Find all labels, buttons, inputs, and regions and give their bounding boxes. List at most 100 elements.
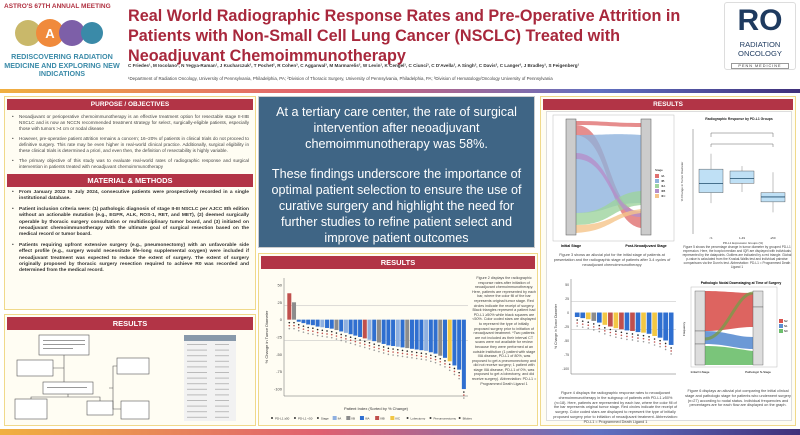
legend-label: IIA <box>338 417 342 421</box>
marker <box>340 339 342 342</box>
marker <box>576 322 578 324</box>
marker <box>392 354 394 356</box>
legend-marker <box>406 417 409 419</box>
marker <box>363 346 366 349</box>
table-cell <box>215 400 229 401</box>
legend-label: N1 <box>784 324 788 328</box>
table-cell <box>187 411 207 413</box>
stratum-pathologic <box>752 290 764 308</box>
marker <box>396 351 399 354</box>
marker <box>587 327 590 330</box>
figure-5-boxplot: Radiographic Response by PD-L1 Groups % C… <box>680 117 786 245</box>
bar <box>400 319 405 348</box>
ro-line3: PENN MEDICINE <box>731 63 789 69</box>
ro-mark: RO <box>737 4 783 37</box>
bar <box>646 312 652 334</box>
flow <box>576 153 641 218</box>
bar <box>663 312 668 341</box>
bar <box>405 319 410 349</box>
marker <box>406 353 409 355</box>
marker <box>448 369 451 372</box>
x-tick-label: ≥50 <box>771 236 776 240</box>
marker <box>615 330 617 332</box>
figure-4-waterfall: 50 25 0 -25 -50 -75 -100 % Change in Tumor Diam… <box>554 279 676 375</box>
marker <box>659 345 661 348</box>
marker <box>604 333 606 335</box>
legend-label: IIB <box>661 179 665 183</box>
legend-swatch <box>655 184 659 188</box>
marker <box>411 351 413 353</box>
table-cell <box>215 411 229 413</box>
bar <box>624 312 630 331</box>
marker <box>609 334 612 337</box>
marker <box>349 342 352 345</box>
marker <box>382 352 385 354</box>
marker <box>363 343 366 346</box>
bar <box>635 312 641 333</box>
legend-label: PD-L1 ≥50 <box>275 417 290 421</box>
marker <box>321 335 324 338</box>
marker <box>330 336 333 339</box>
chart-title: Radiographic Response by PD-L1 Groups <box>705 117 773 121</box>
marker <box>349 336 352 339</box>
bar <box>619 312 624 330</box>
marker <box>297 323 300 326</box>
legend-label: IIIC <box>661 194 665 198</box>
marker <box>664 348 667 351</box>
conclusion-box: At a tertiary care center, the rate of s… <box>258 96 535 248</box>
bar <box>438 319 443 356</box>
table-cell <box>187 349 207 351</box>
marker <box>598 324 601 327</box>
flow <box>576 121 641 127</box>
bar <box>395 319 400 347</box>
marker <box>368 344 371 347</box>
stratum-initial <box>565 118 577 236</box>
marker <box>664 345 667 348</box>
bar <box>613 312 619 329</box>
bar <box>409 319 414 349</box>
bar <box>310 319 315 326</box>
stratum-post <box>640 118 652 236</box>
marker <box>653 341 656 343</box>
y-tick-label: -50 <box>276 352 283 357</box>
legend-label: IIIB <box>661 189 665 193</box>
patient-characteristics-table <box>184 335 236 421</box>
bar <box>433 319 438 354</box>
table-cell <box>187 355 207 357</box>
marker <box>463 394 465 396</box>
y-tick-label: 0 <box>280 317 283 322</box>
table-cell <box>215 366 229 368</box>
marker <box>444 363 446 365</box>
marker <box>387 347 390 350</box>
marker <box>312 333 314 335</box>
legend-title: Stage <box>655 168 663 172</box>
marker <box>637 334 639 336</box>
marker <box>335 332 338 334</box>
chart-title: Pathologic Nodal Downstaging at Time of … <box>701 281 782 285</box>
marker <box>302 328 305 330</box>
marker <box>631 336 634 338</box>
marker <box>392 351 394 353</box>
bar <box>457 319 462 370</box>
marker <box>425 359 427 361</box>
marker <box>659 339 661 342</box>
bar <box>596 312 602 323</box>
ro-line1: RADIATION <box>739 40 781 49</box>
bar <box>391 319 396 347</box>
bar <box>419 319 424 351</box>
y-axis-label: % Change in Tumor Diameter <box>554 303 558 349</box>
marker <box>312 330 314 332</box>
conclusion-text-2: These findings underscore the importance… <box>271 167 522 245</box>
stratum-initial <box>694 290 706 332</box>
marker <box>288 324 291 327</box>
legend-marker <box>458 417 461 419</box>
marker <box>587 324 590 327</box>
purpose-bullet: Neoadjuvant or perioperative chemoimmuno… <box>11 114 249 132</box>
marker <box>288 327 291 330</box>
figure-4-caption: Figure 4 displays the radiographic respo… <box>553 391 678 424</box>
legend-label: Pneumonectomy <box>434 417 457 421</box>
marker <box>396 354 399 357</box>
marker <box>448 366 451 369</box>
marker <box>382 349 385 351</box>
marker <box>648 335 650 338</box>
